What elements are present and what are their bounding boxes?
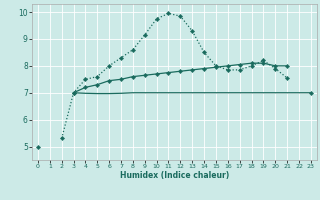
X-axis label: Humidex (Indice chaleur): Humidex (Indice chaleur): [120, 171, 229, 180]
